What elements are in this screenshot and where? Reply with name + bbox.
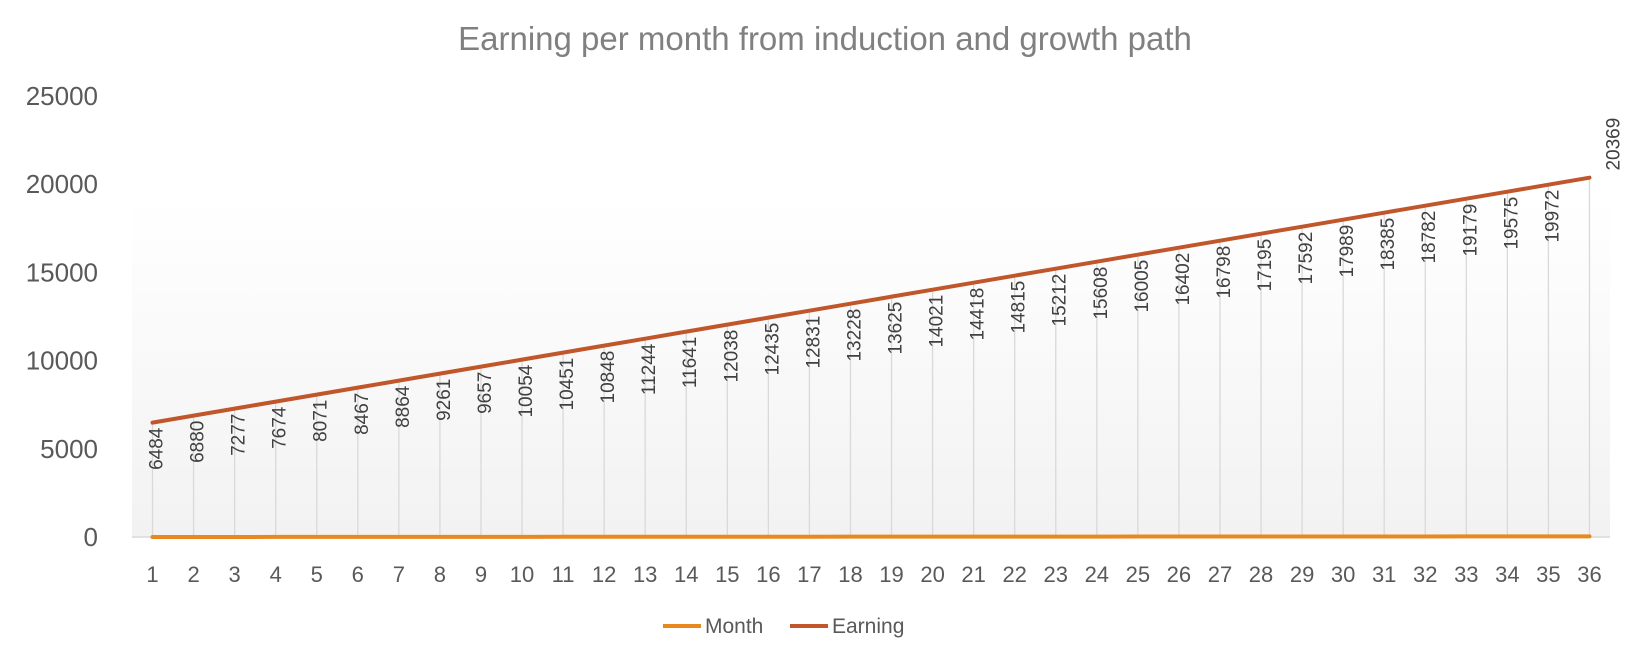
x-tick-label: 4 — [270, 562, 282, 587]
x-tick-label: 2 — [187, 562, 199, 587]
chart-title: Earning per month from induction and gro… — [458, 20, 1192, 57]
x-tick-label: 25 — [1126, 562, 1150, 587]
data-label: 16798 — [1214, 246, 1235, 299]
y-tick-label: 15000 — [26, 257, 98, 287]
data-label: 10848 — [598, 351, 619, 404]
data-label: 15608 — [1091, 267, 1112, 320]
data-label: 16005 — [1132, 260, 1153, 313]
data-label: 13625 — [886, 302, 907, 355]
x-tick-label: 18 — [838, 562, 862, 587]
data-label: 19972 — [1542, 190, 1563, 243]
x-tick-label: 6 — [352, 562, 364, 587]
data-label: 7277 — [229, 414, 250, 456]
x-tick-label: 35 — [1536, 562, 1560, 587]
x-tick-label: 3 — [229, 562, 241, 587]
data-label: 14815 — [1009, 281, 1030, 334]
x-tick-label: 15 — [715, 562, 739, 587]
data-label: 17592 — [1296, 232, 1317, 285]
y-tick-label: 20000 — [26, 169, 98, 199]
data-label: 13228 — [844, 309, 865, 362]
x-tick-label: 23 — [1044, 562, 1068, 587]
x-tick-label: 33 — [1454, 562, 1478, 587]
data-label: 8467 — [352, 393, 373, 435]
data-label: 19179 — [1460, 204, 1481, 257]
x-tick-label: 16 — [756, 562, 780, 587]
x-tick-label: 14 — [674, 562, 698, 587]
x-tick-label: 11 — [552, 562, 575, 587]
data-label: 10451 — [557, 358, 578, 411]
data-labels: 6484 6880 7277 7674 8071 8467 8864 9261 9657 1005… — [147, 118, 1625, 470]
x-tick-label: 10 — [510, 562, 534, 587]
data-label: 14021 — [927, 295, 948, 348]
y-tick-label: 5000 — [40, 434, 98, 464]
x-tick-label: 17 — [797, 562, 821, 587]
plot-area-background — [132, 200, 1610, 537]
x-tick-label: 26 — [1167, 562, 1191, 587]
x-tick-label: 9 — [475, 562, 487, 587]
legend-label-earning: Earning — [832, 615, 904, 638]
data-label: 7674 — [270, 406, 291, 449]
x-tick-label: 24 — [1085, 562, 1109, 587]
x-tick-label: 22 — [1002, 562, 1026, 587]
data-label: 17989 — [1337, 225, 1358, 278]
data-label: 10054 — [516, 364, 537, 417]
x-tick-label: 19 — [879, 562, 903, 587]
data-label: 15212 — [1050, 274, 1071, 327]
drop-lines — [151, 177, 1591, 537]
legend-label-month: Month — [705, 615, 763, 638]
y-axis-ticks: 0 5000 10000 15000 20000 25000 — [26, 81, 98, 552]
x-tick-label: 32 — [1413, 562, 1437, 587]
x-tick-label: 20 — [920, 562, 944, 587]
x-tick-label: 1 — [146, 562, 158, 587]
x-tick-label: 29 — [1290, 562, 1314, 587]
y-tick-label: 0 — [84, 522, 98, 552]
x-tick-label: 27 — [1208, 562, 1232, 587]
x-tick-label: 13 — [633, 562, 657, 587]
data-label: 11641 — [680, 337, 701, 388]
x-axis-ticks: 1 2 3 4 5 6 7 8 9 10 11 12 13 14 15 16 17 18 19 20 21 22 23 24 2… — [146, 562, 1601, 587]
data-label: 20369 — [1603, 118, 1624, 171]
data-label: 6484 — [147, 427, 168, 470]
data-label: 8071 — [311, 400, 332, 442]
data-label: 18385 — [1378, 218, 1399, 271]
x-tick-label: 5 — [311, 562, 323, 587]
data-label: 12831 — [803, 316, 824, 369]
data-label: 17195 — [1255, 239, 1276, 292]
data-label: 19575 — [1501, 197, 1522, 250]
series-lines — [150, 175, 1592, 539]
data-label: 14418 — [968, 288, 989, 341]
data-label: 11244 — [639, 343, 660, 395]
y-tick-label: 25000 — [26, 81, 98, 111]
data-label: 6880 — [188, 421, 209, 463]
x-tick-label: 30 — [1331, 562, 1355, 587]
legend: Month Earning — [663, 615, 904, 638]
x-tick-label: 34 — [1495, 562, 1519, 587]
data-label: 18782 — [1419, 211, 1440, 264]
x-tick-label: 12 — [592, 562, 616, 587]
data-label: 8864 — [393, 385, 414, 428]
data-label: 16402 — [1173, 253, 1194, 306]
series-line-earning — [150, 175, 1592, 425]
data-label: 9657 — [475, 372, 496, 414]
data-label: 12435 — [762, 323, 783, 376]
x-tick-label: 21 — [961, 562, 985, 587]
y-tick-label: 10000 — [26, 346, 98, 376]
data-label: 9261 — [434, 379, 455, 421]
data-label: 12038 — [721, 330, 742, 383]
x-tick-label: 28 — [1249, 562, 1273, 587]
x-tick-label: 8 — [434, 562, 446, 587]
x-tick-label: 31 — [1372, 562, 1396, 587]
x-tick-label: 36 — [1577, 562, 1601, 587]
series-line-month — [150, 534, 1592, 539]
x-tick-label: 7 — [393, 562, 405, 587]
